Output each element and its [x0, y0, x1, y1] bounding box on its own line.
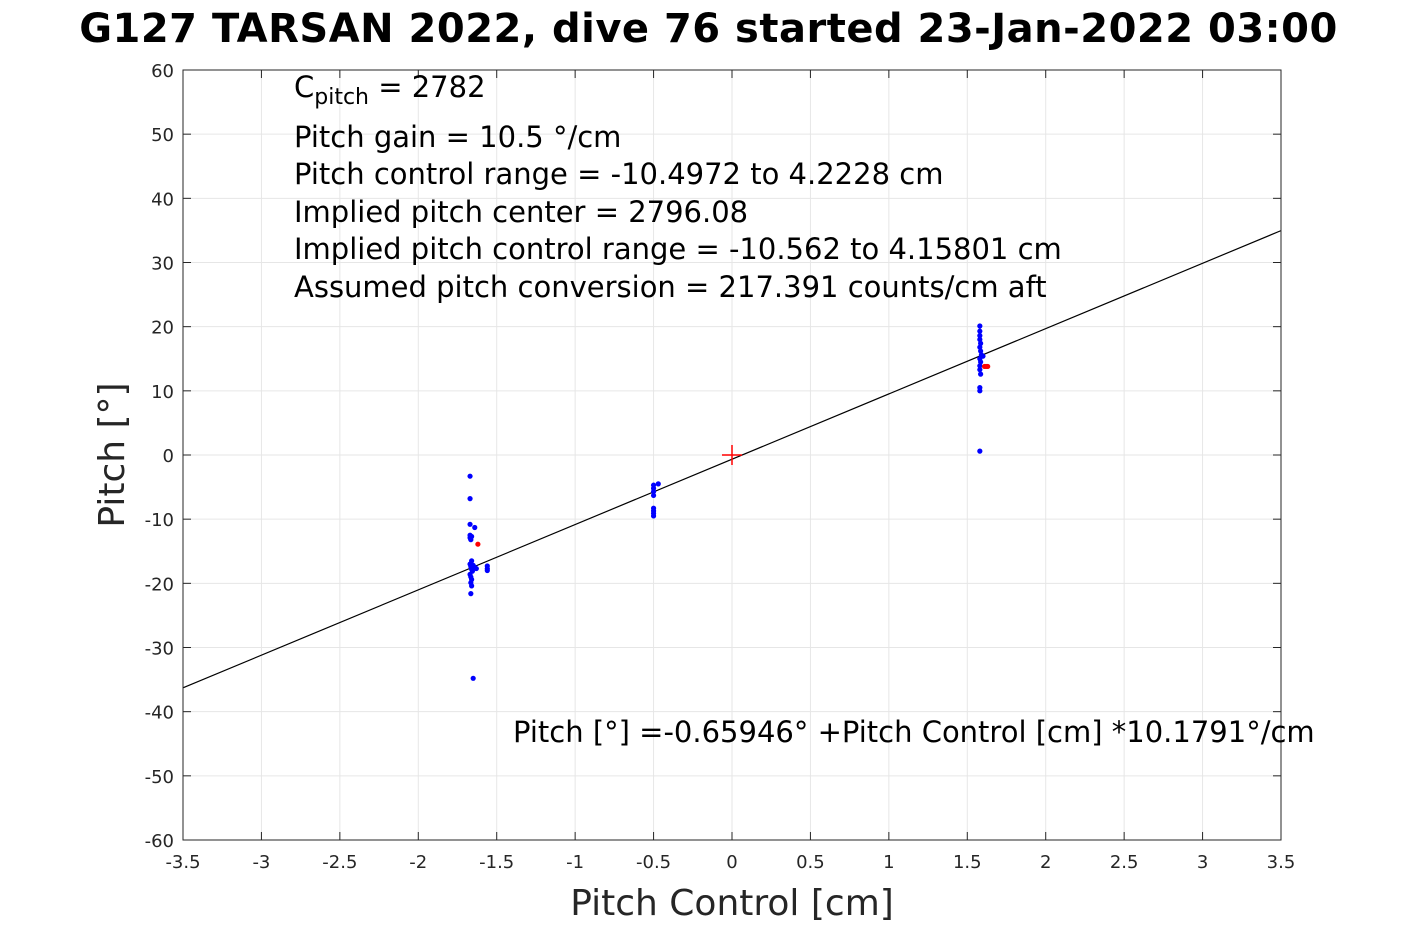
y-tick-label: -10 [145, 510, 174, 531]
y-tick-label: 50 [151, 125, 174, 146]
y-tick-label: -20 [145, 574, 174, 595]
y-tick-labels: 60 50 40 30 20 10 0 -10 -20 -30 -40 -50 -60 [145, 61, 174, 852]
y-tick-label: 60 [151, 61, 174, 82]
y-tick-label: -30 [145, 639, 174, 660]
x-tick-label: -1.5 [479, 852, 514, 873]
blue-data-point [472, 524, 478, 531]
y-tick-label: 40 [151, 189, 174, 210]
axis-ticks [182, 69, 1282, 841]
cpitch-annotation: Cpitch = 2782 [294, 68, 486, 109]
x-tick-label: -0.5 [636, 852, 671, 873]
fit-equation-annotation: Pitch [°] =-0.65946° +Pitch Control [cm]… [513, 715, 1315, 749]
blue-data-point [650, 492, 657, 499]
implied-center-annotation: Implied pitch center = 2796.08 [294, 195, 749, 229]
blue-data-point [978, 340, 984, 346]
blue-data-point [977, 367, 983, 373]
pitch-gain-annotation: Pitch gain = 10.5 °/cm [294, 120, 622, 154]
x-tick-label: 1.5 [953, 852, 982, 873]
blue-data-point [977, 323, 983, 329]
blue-data-point [467, 521, 473, 527]
implied-range-annotation: Implied pitch control range = -10.562 to… [294, 232, 1062, 266]
blue-data-point [977, 344, 983, 350]
blue-data-point [977, 328, 983, 334]
blue-data-point [467, 473, 473, 479]
blue-data-point [469, 583, 475, 589]
x-tick-label: 0.5 [796, 852, 825, 873]
blue-data-point [650, 488, 657, 495]
blue-data-point [978, 371, 984, 377]
blue-data-point [978, 348, 984, 354]
control-range-annotation: Pitch control range = -10.4972 to 4.2228… [294, 157, 944, 191]
blue-data-point [467, 496, 473, 502]
x-tick-label: -3.5 [165, 852, 200, 873]
center-marker-layer [722, 445, 742, 465]
y-tick-label: 0 [163, 446, 174, 467]
blue-data-point [980, 353, 986, 359]
blue-data-point [978, 359, 984, 365]
x-tick-label: 2.5 [1110, 852, 1139, 873]
cpitch-subscript: pitch [314, 85, 369, 110]
blue-data-point [468, 591, 474, 597]
y-axis-label: Pitch [°] [92, 382, 133, 527]
x-tick-label: -1 [566, 852, 584, 873]
blue-data-point [977, 448, 983, 454]
y-tick-label: 30 [151, 254, 174, 275]
blue-data-point [655, 481, 661, 487]
x-tick-labels: -3.5 -3 -2.5 -2 -1.5 -1 -0.5 0 0.5 1 1.5 2 2.5 3 3.5 [165, 852, 1295, 873]
y-tick-label: -50 [145, 767, 174, 788]
x-tick-label: -2 [409, 852, 427, 873]
red-data-point [985, 363, 991, 370]
y-tick-label: 10 [151, 382, 174, 403]
x-tick-label: -3 [252, 852, 270, 873]
x-axis-label: Pitch Control [cm] [570, 883, 894, 924]
cpitch-value: = 2782 [369, 70, 486, 104]
red-data-point [475, 541, 481, 547]
blue-data-point [650, 513, 657, 519]
x-tick-label: 1 [883, 852, 894, 873]
blue-data-point [484, 567, 490, 574]
blue-data-point [470, 675, 476, 681]
cpitch-symbol: C [294, 70, 315, 104]
x-tick-label: 0 [726, 852, 737, 873]
blue-data-point [977, 363, 983, 369]
x-tick-label: -2.5 [322, 852, 357, 873]
y-tick-label: -60 [145, 831, 174, 852]
blue-data-point [473, 565, 479, 572]
y-tick-label: -40 [145, 703, 174, 724]
blue-data-point [977, 388, 983, 394]
blue-data-point [977, 333, 983, 339]
chart-title: G127 TARSAN 2022, dive 76 started 23-Jan… [79, 6, 1338, 52]
x-tick-label: 3 [1197, 852, 1208, 873]
conversion-annotation: Assumed pitch conversion = 217.391 count… [294, 270, 1047, 304]
blue-data-point [469, 533, 475, 540]
data-points-layer [467, 323, 991, 681]
y-tick-label: 20 [151, 318, 174, 339]
x-tick-label: 2 [1040, 852, 1051, 873]
x-tick-label: 3.5 [1267, 852, 1296, 873]
blue-data-point [977, 336, 983, 343]
